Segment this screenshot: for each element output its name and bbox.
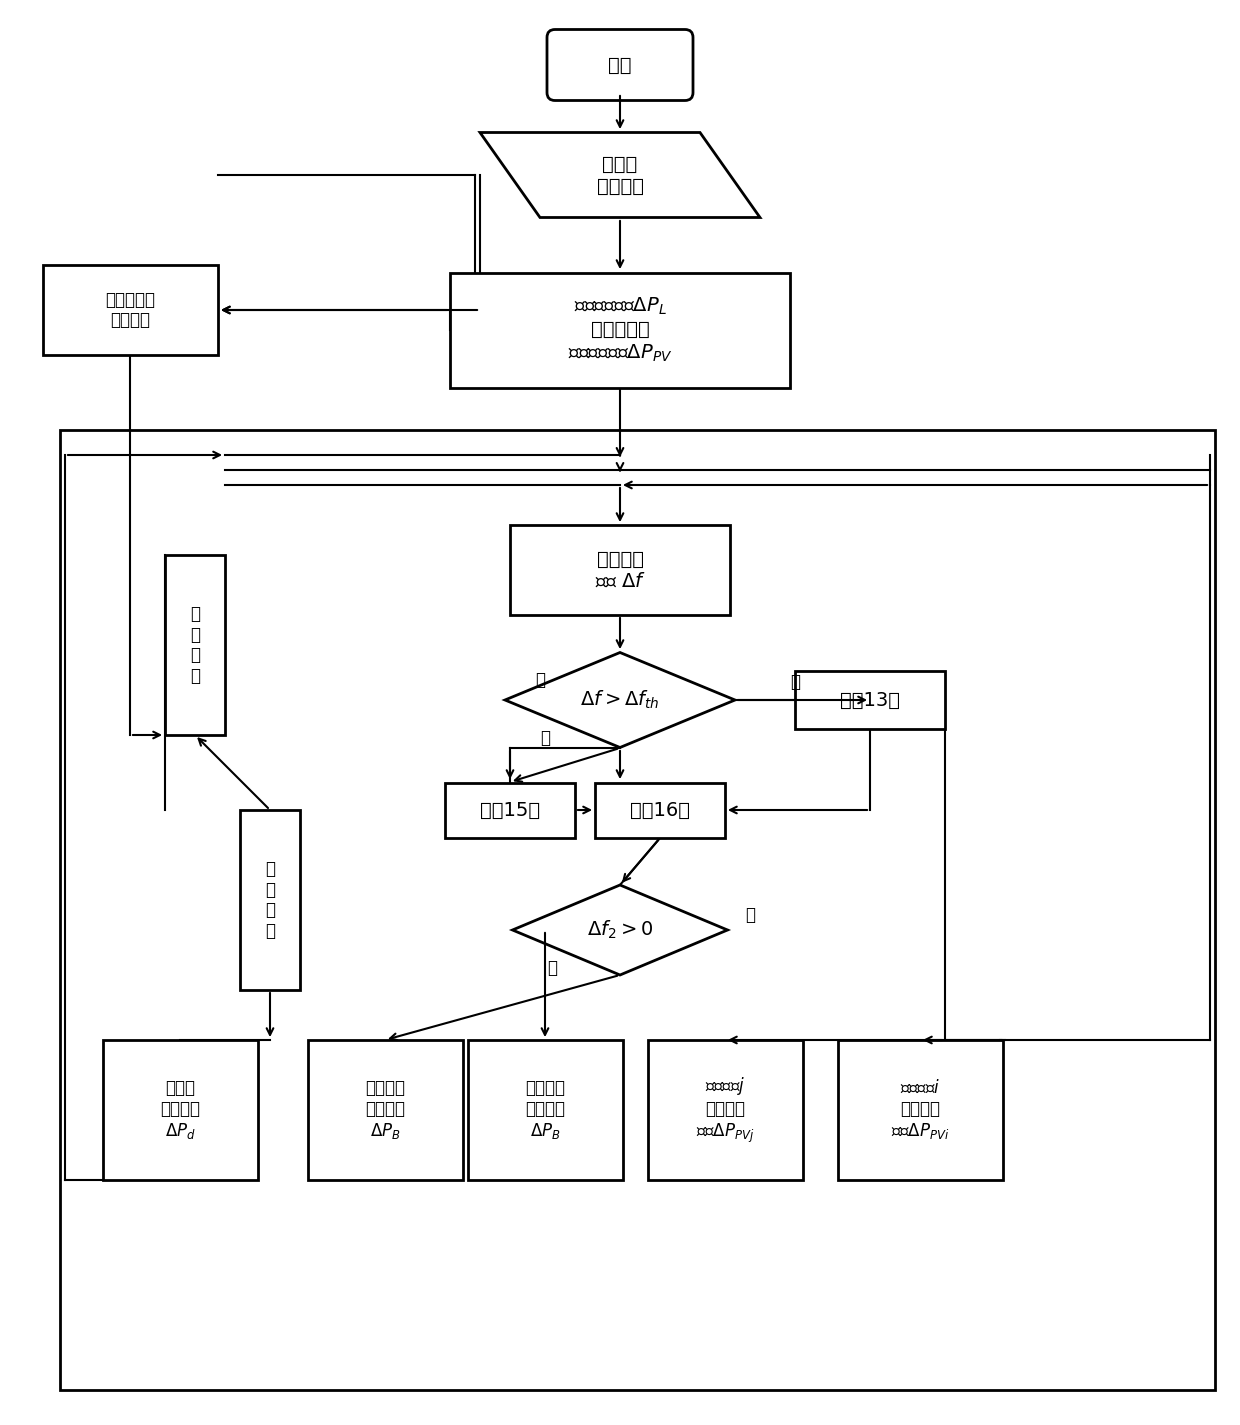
Text: 否: 否 — [745, 906, 755, 923]
Polygon shape — [480, 133, 760, 218]
FancyBboxPatch shape — [547, 30, 693, 101]
Bar — [647, 1040, 802, 1180]
Text: 是: 是 — [547, 959, 557, 978]
Text: 光伏系统$i$
调频输出
功率$\Delta P_{PVi}$: 光伏系统$i$ 调频输出 功率$\Delta P_{PVi}$ — [890, 1079, 950, 1141]
Text: $\Delta f_2 > 0$: $\Delta f_2 > 0$ — [587, 919, 653, 940]
Polygon shape — [512, 885, 728, 975]
Text: 式（15）: 式（15） — [480, 801, 541, 819]
Text: 储能系统
输出功率
$\Delta P_B$: 储能系统 输出功率 $\Delta P_B$ — [525, 1079, 565, 1141]
Text: 滑模负荷频
率控制器: 滑模负荷频 率控制器 — [105, 291, 155, 329]
Bar — [308, 1040, 463, 1180]
Bar — [795, 671, 945, 730]
Text: 二
次
调
频: 二 次 调 频 — [190, 604, 200, 685]
Text: 储能系统
吸收功率
$\Delta P_B$: 储能系统 吸收功率 $\Delta P_B$ — [365, 1079, 405, 1141]
Text: 式（13）: 式（13） — [839, 691, 900, 710]
Text: $\Delta f > \Delta f_{th}$: $\Delta f > \Delta f_{th}$ — [580, 688, 660, 711]
Bar — [60, 430, 1215, 1389]
Bar — [165, 554, 224, 735]
Bar — [595, 782, 725, 838]
Text: 是: 是 — [534, 671, 546, 690]
Bar — [837, 1040, 1002, 1180]
Text: 系统频率
偏差 $\Delta f$: 系统频率 偏差 $\Delta f$ — [594, 550, 646, 590]
Text: 一
次
调
频: 一 次 调 频 — [265, 859, 275, 940]
Polygon shape — [505, 653, 735, 748]
Text: 微电网
系统参数: 微电网 系统参数 — [596, 154, 644, 195]
Text: 式（16）: 式（16） — [630, 801, 689, 819]
Bar — [467, 1040, 622, 1180]
Bar — [42, 265, 217, 355]
Bar — [510, 524, 730, 616]
Text: 否: 否 — [790, 673, 800, 691]
Text: 开始: 开始 — [609, 56, 631, 74]
Text: 是: 是 — [539, 730, 551, 747]
Bar — [103, 1040, 258, 1180]
Bar — [450, 272, 790, 388]
Text: 柴油机
输出功率
$\Delta P_d$: 柴油机 输出功率 $\Delta P_d$ — [160, 1079, 200, 1141]
Bar — [241, 809, 300, 990]
Text: 负荷随机波动$\Delta P_L$
可再生能源
输出功率波动$\Delta P_{PV}$: 负荷随机波动$\Delta P_L$ 可再生能源 输出功率波动$\Delta P… — [568, 296, 672, 363]
Bar — [445, 782, 575, 838]
Text: 光伏系统$j$
调频输出
功率$\Delta P_{PVj}$: 光伏系统$j$ 调频输出 功率$\Delta P_{PVj}$ — [696, 1076, 754, 1144]
